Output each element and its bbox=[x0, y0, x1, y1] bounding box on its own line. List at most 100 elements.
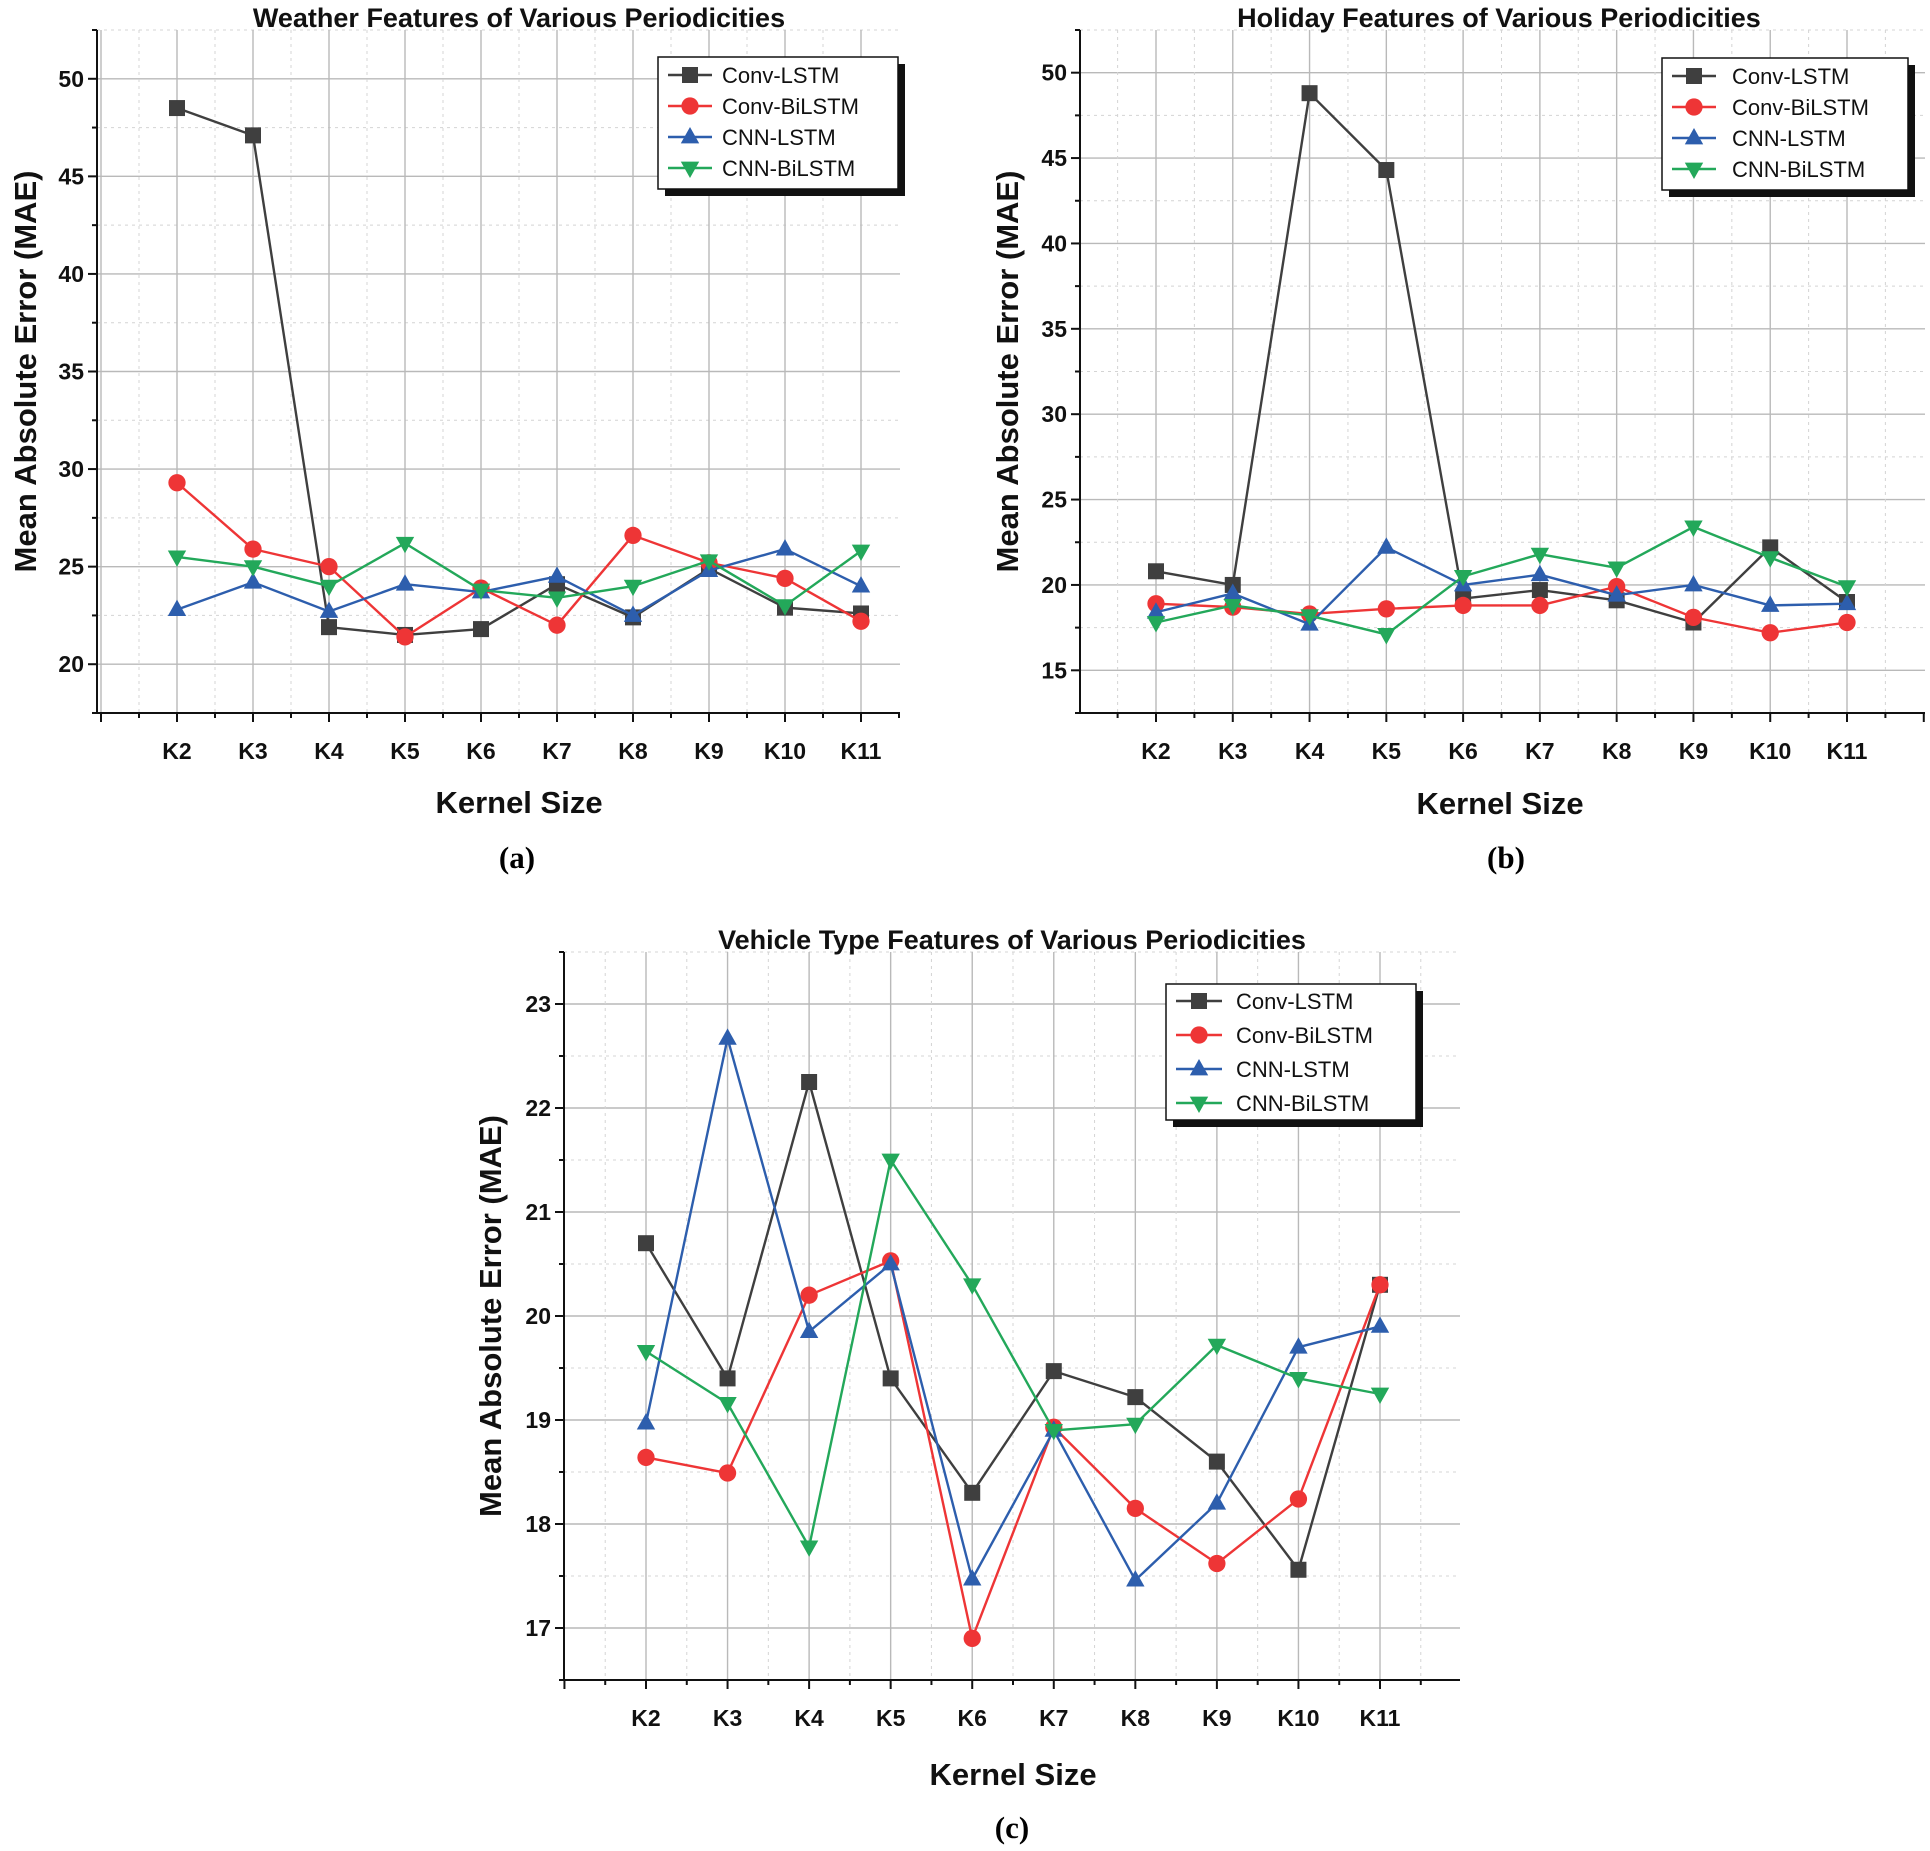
series-group-b bbox=[1146, 85, 1857, 645]
data-point bbox=[548, 616, 566, 634]
panel-label-b: (b) bbox=[1487, 840, 1525, 875]
data-point bbox=[1530, 547, 1550, 565]
legend-label: CNN-LSTM bbox=[1236, 1057, 1350, 1082]
x-tick-label: K9 bbox=[1679, 738, 1708, 764]
series-line bbox=[645, 1158, 1381, 1549]
legend-marker bbox=[1684, 162, 1704, 179]
data-point bbox=[1684, 520, 1703, 537]
legend-marker bbox=[681, 97, 699, 115]
data-point bbox=[321, 619, 337, 636]
data-point bbox=[1370, 1387, 1390, 1404]
legend-label: CNN-LSTM bbox=[1732, 126, 1846, 151]
legend-label: Conv-BiLSTM bbox=[1732, 95, 1869, 120]
series-cnn-lstm bbox=[167, 539, 871, 622]
legend-label: Conv-LSTM bbox=[722, 63, 839, 88]
data-point bbox=[320, 558, 338, 576]
x-tick-label: K6 bbox=[958, 1705, 987, 1731]
y-tick-label: 22 bbox=[525, 1095, 551, 1121]
data-point bbox=[1761, 624, 1779, 642]
x-tick-label: K9 bbox=[1202, 1705, 1231, 1731]
legend-marker bbox=[1189, 1096, 1209, 1113]
data-point bbox=[881, 1153, 900, 1170]
y-tick-label: 45 bbox=[1041, 145, 1067, 171]
y-axis-title-b: Mean Absolute Error (MAE) bbox=[990, 171, 1025, 573]
data-point bbox=[1289, 1490, 1308, 1508]
x-tick-label: K5 bbox=[876, 1705, 906, 1731]
data-point bbox=[1377, 628, 1396, 645]
data-point bbox=[851, 544, 871, 562]
data-point bbox=[963, 1629, 981, 1648]
tick-labels-c: 17 18 19 20 21 22 23 K2 K3 K4 K5 K6 K7 K8 K9 K10 K11 bbox=[525, 991, 1400, 1731]
x-tick-label: K4 bbox=[314, 738, 344, 764]
x-tick-label: K4 bbox=[794, 1705, 824, 1731]
data-point bbox=[547, 566, 567, 583]
data-point bbox=[1223, 583, 1242, 600]
x-tick-label: K5 bbox=[1372, 738, 1402, 764]
data-point bbox=[801, 1074, 818, 1090]
data-point bbox=[1837, 593, 1857, 611]
chart-title-c: Vehicle Type Features of Various Periodi… bbox=[718, 925, 1306, 955]
series-cnn-bilstm bbox=[636, 1153, 1390, 1557]
data-point bbox=[1761, 551, 1780, 568]
tick-labels-b: 15 20 25 30 35 40 45 50 K2 K3 K4 K5 K6 K7 K8 K9 K10 K11 bbox=[1041, 60, 1867, 764]
data-point bbox=[1761, 595, 1780, 612]
data-point bbox=[1289, 1372, 1308, 1389]
legend-item: Conv-BiLSTM bbox=[1672, 95, 1869, 120]
legend-item: CNN-BiLSTM bbox=[1176, 1091, 1369, 1116]
data-point bbox=[1208, 1453, 1225, 1470]
data-point bbox=[1126, 1570, 1145, 1587]
y-axis-title-a: Mean Absolute Error (MAE) bbox=[8, 171, 43, 573]
legend-marker bbox=[1685, 98, 1703, 116]
y-axis-title-c: Mean Absolute Error (MAE) bbox=[473, 1115, 508, 1517]
data-point bbox=[1377, 600, 1395, 618]
legend-c: Conv-LSTM Conv-BiLSTM CNN-LSTM CNN-BiLSTM bbox=[1165, 983, 1423, 1127]
data-point bbox=[395, 536, 415, 554]
y-tick-label: 21 bbox=[525, 1199, 551, 1225]
data-point bbox=[1684, 608, 1703, 627]
legend-marker bbox=[1189, 1059, 1209, 1076]
chart-panel-a: Conv-LSTM Conv-BiLSTM CNN-LSTM CNN-BiLSTM 2… bbox=[8, 3, 905, 875]
y-tick-label: 18 bbox=[525, 1511, 551, 1537]
data-point bbox=[718, 1028, 737, 1045]
data-point bbox=[799, 1321, 819, 1338]
axes-frame-c bbox=[555, 951, 1460, 1689]
data-point bbox=[1531, 582, 1548, 599]
legend-marker bbox=[1684, 128, 1704, 145]
data-point bbox=[624, 526, 642, 545]
data-point bbox=[851, 576, 871, 593]
data-point bbox=[882, 1370, 899, 1387]
data-point bbox=[396, 628, 414, 646]
data-point bbox=[1208, 1554, 1226, 1573]
axes-frame-a bbox=[88, 29, 900, 722]
data-point bbox=[799, 1540, 819, 1557]
panel-label-c: (c) bbox=[995, 1810, 1029, 1845]
x-tick-label: K2 bbox=[1141, 738, 1170, 764]
legend-item: Conv-LSTM bbox=[1176, 989, 1353, 1014]
chart-panel-b: Conv-LSTM Conv-BiLSTM CNN-LSTM CNN-BiLSTM 1… bbox=[990, 3, 1925, 875]
data-point bbox=[243, 560, 263, 577]
y-tick-label: 35 bbox=[58, 359, 84, 385]
series-conv-bilstm bbox=[637, 1252, 1389, 1648]
x-tick-label: K11 bbox=[841, 738, 882, 764]
legend-item: Conv-LSTM bbox=[668, 63, 839, 88]
data-point bbox=[963, 1569, 982, 1586]
data-point bbox=[718, 1396, 737, 1414]
data-point bbox=[1607, 585, 1626, 602]
series-line bbox=[1155, 525, 1848, 636]
axes-frame-b bbox=[1071, 29, 1925, 722]
legend-marker bbox=[1191, 993, 1207, 1009]
data-point bbox=[1126, 1499, 1144, 1518]
series-line bbox=[176, 542, 862, 607]
legend-label: CNN-LSTM bbox=[722, 125, 836, 150]
y-tick-label: 15 bbox=[1041, 657, 1067, 683]
panel-label-a: (a) bbox=[499, 840, 535, 875]
x-tick-label: K7 bbox=[1525, 738, 1554, 764]
data-point bbox=[1207, 1338, 1227, 1356]
legend-b: Conv-LSTM Conv-BiLSTM CNN-LSTM CNN-BiLSTM bbox=[1661, 57, 1915, 197]
data-point bbox=[776, 569, 794, 587]
data-point bbox=[473, 621, 489, 638]
legend-marker bbox=[680, 127, 700, 144]
x-tick-label: K3 bbox=[1218, 738, 1247, 764]
legend-item: Conv-LSTM bbox=[1672, 64, 1849, 89]
x-tick-label: K2 bbox=[162, 738, 191, 764]
